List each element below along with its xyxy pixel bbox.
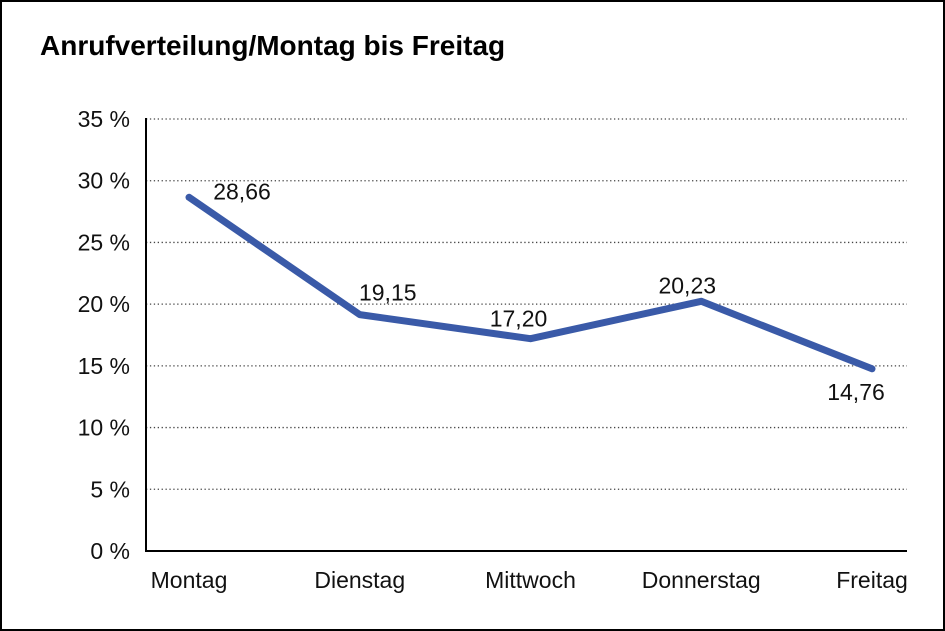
gridlines-group xyxy=(146,118,907,490)
y-axis-tick-labels-group: 0 % 5 % 10 % 15 % 20 % 25 % 30 % 35 % xyxy=(78,106,130,564)
x-axis-category-label: Dienstag xyxy=(314,567,405,593)
y-axis-tick-label: 20 % xyxy=(78,291,130,317)
x-axis-category-label: Montag xyxy=(151,567,228,593)
y-axis-tick-label: 0 % xyxy=(90,538,130,564)
data-point-labels-group: 28,66 19,15 17,20 20,23 14,76 xyxy=(213,178,885,405)
data-point-label: 19,15 xyxy=(359,280,417,306)
x-axis-category-label: Freitag xyxy=(836,567,908,593)
axes-group xyxy=(145,118,907,552)
data-point-label: 14,76 xyxy=(827,379,885,405)
series-line xyxy=(185,193,876,373)
series-group xyxy=(185,193,876,373)
chart-title: Anrufverteilung/Montag bis Freitag xyxy=(40,30,506,61)
data-point-label: 20,23 xyxy=(658,272,716,298)
y-axis-tick-label: 15 % xyxy=(78,353,130,379)
y-axis-tick-label: 30 % xyxy=(78,168,130,194)
data-point-label: 17,20 xyxy=(490,306,548,332)
x-axis-category-label: Donnerstag xyxy=(642,567,761,593)
data-point-label: 28,66 xyxy=(213,178,271,204)
y-axis-tick-label: 10 % xyxy=(78,415,130,441)
x-axis-category-labels-group: Montag Dienstag Mittwoch Donnerstag Freitag xyxy=(151,567,908,593)
x-axis-category-label: Mittwoch xyxy=(485,567,576,593)
y-axis-tick-label: 5 % xyxy=(90,476,130,502)
y-axis-tick-label: 25 % xyxy=(78,229,130,255)
y-axis-tick-label: 35 % xyxy=(78,106,130,132)
